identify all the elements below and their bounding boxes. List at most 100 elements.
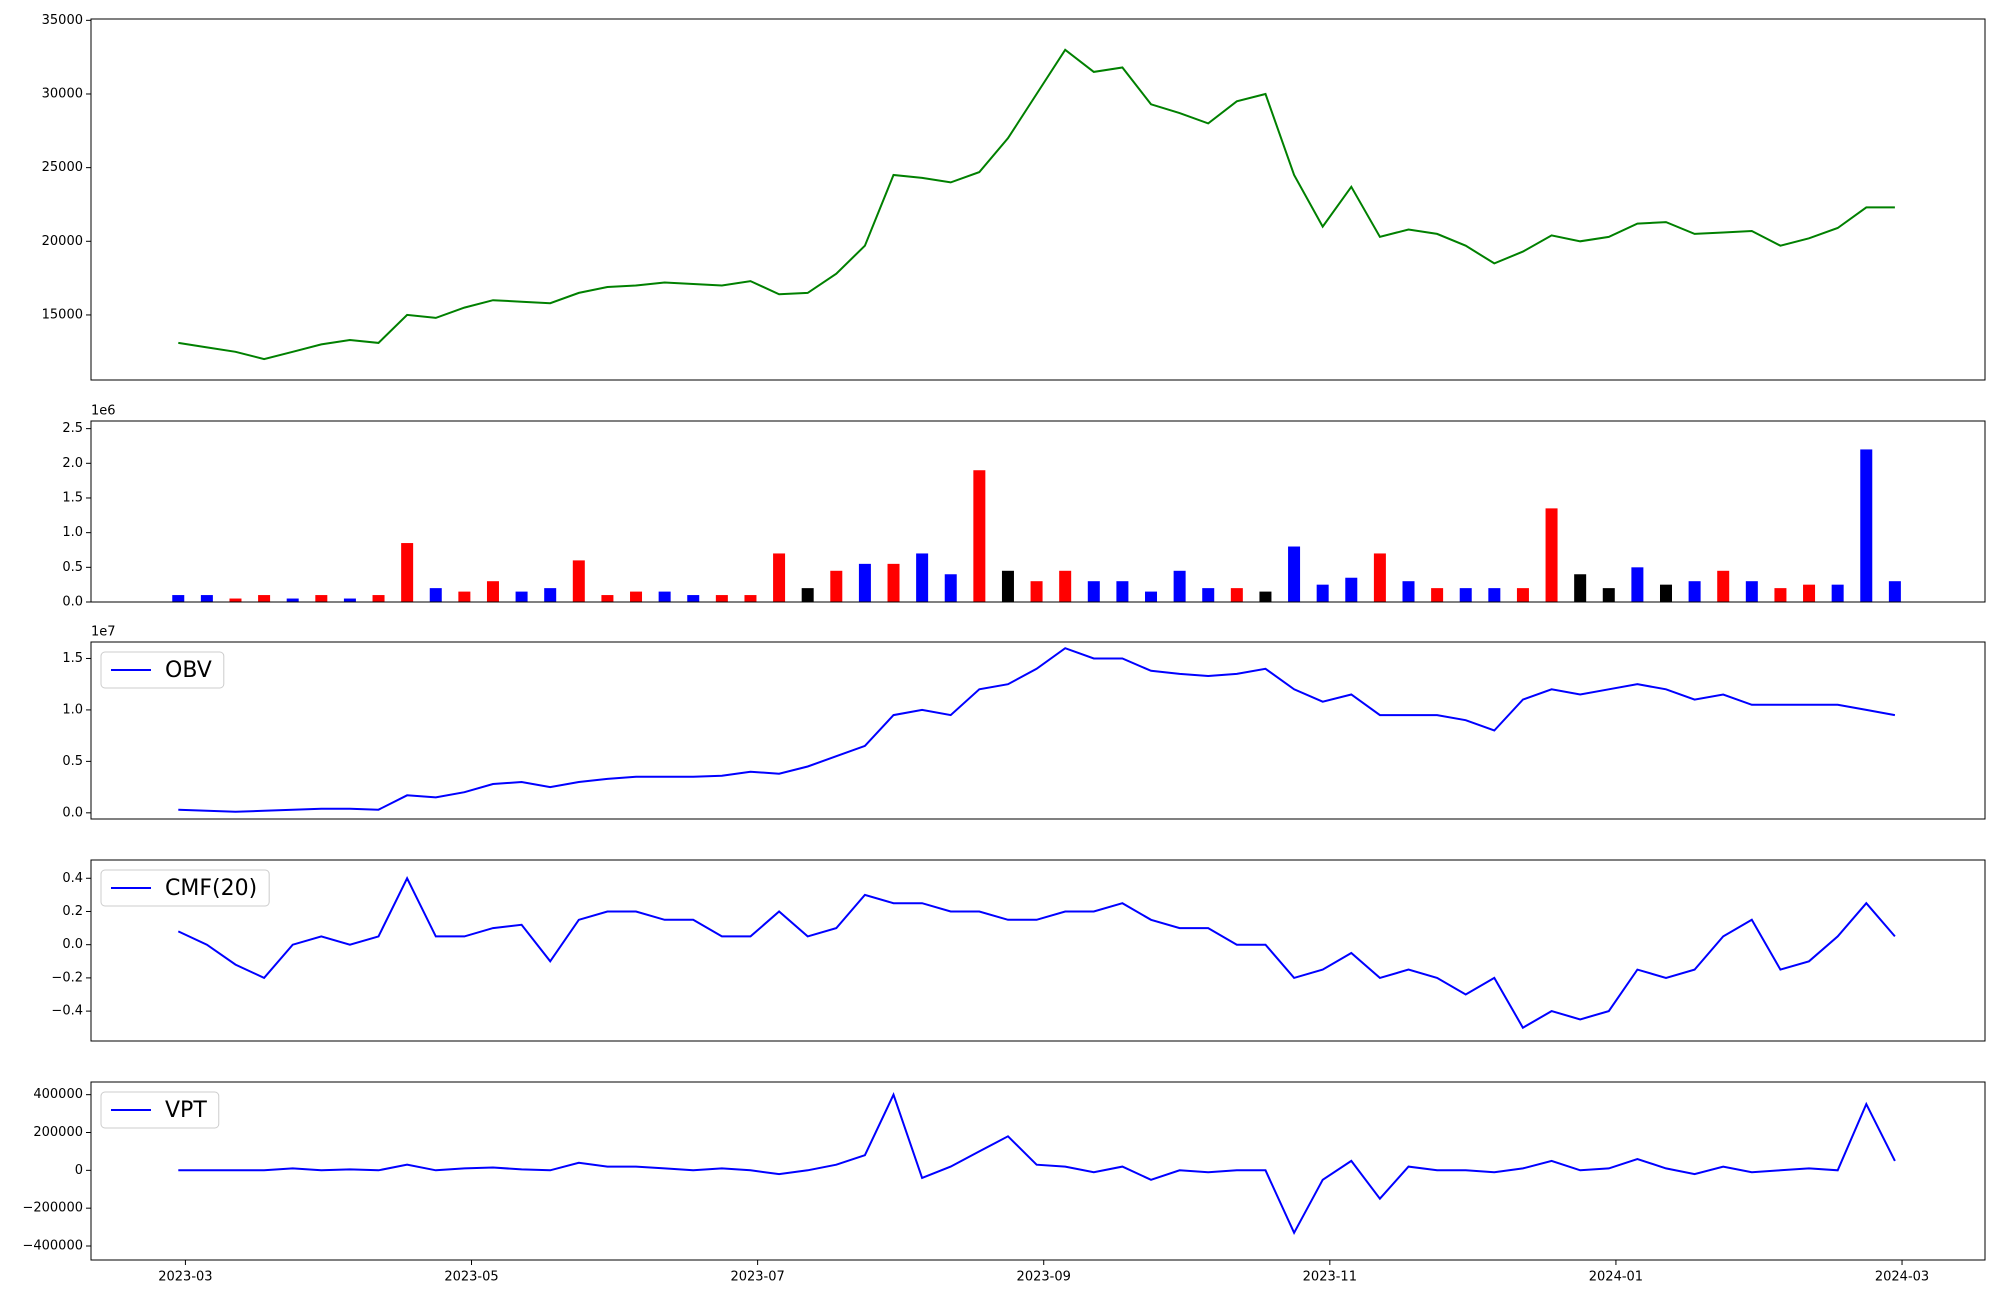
bar — [744, 595, 757, 602]
bar — [1831, 584, 1844, 602]
y-tick-label: 30000 — [42, 86, 83, 101]
bar — [830, 570, 843, 602]
axes-frame — [90, 1081, 1986, 1261]
bar — [1288, 546, 1301, 602]
y-tick-label: −0.2 — [51, 970, 83, 985]
bar — [1688, 581, 1701, 602]
y-tick-label: −400000 — [22, 1239, 83, 1254]
bar — [687, 595, 700, 602]
y-tick-label: 0.0 — [62, 937, 83, 952]
bar — [544, 588, 557, 602]
x-tick-label: 2024-01 — [1589, 1270, 1643, 1285]
bar — [1173, 570, 1186, 602]
bar — [1030, 581, 1043, 602]
y-tick-label: −200000 — [22, 1201, 83, 1216]
bar — [1230, 588, 1243, 602]
y-tick-label: 0.0 — [62, 595, 83, 610]
bar — [1717, 570, 1730, 602]
bar — [1516, 588, 1529, 602]
line — [178, 48, 1895, 361]
x-tick-label: 2023-03 — [158, 1270, 212, 1285]
legend-label: OBV — [165, 658, 212, 683]
axes-frame — [90, 641, 1986, 820]
bar — [429, 588, 442, 602]
bar — [1860, 449, 1873, 602]
x-tick-label: 2024-03 — [1875, 1270, 1929, 1285]
bar — [973, 470, 986, 602]
bar — [1145, 591, 1158, 602]
bar — [1431, 588, 1444, 602]
axes-frame — [90, 859, 1986, 1042]
x-tick-label: 2023-09 — [1017, 1270, 1071, 1285]
bar — [172, 595, 185, 602]
bar — [1373, 553, 1386, 602]
bar — [1545, 508, 1558, 602]
bar — [486, 581, 499, 602]
bar — [1602, 588, 1615, 602]
legend-label: CMF(20) — [165, 876, 257, 901]
bar — [458, 591, 471, 602]
bar — [1803, 584, 1816, 602]
y-tick-label: −0.4 — [51, 1004, 83, 1019]
bar — [658, 591, 671, 602]
x-tick-label: 2023-07 — [730, 1270, 784, 1285]
bar — [1345, 577, 1358, 602]
legend-box — [100, 869, 270, 907]
y-tick-label: 200000 — [33, 1125, 83, 1140]
line — [178, 1092, 1896, 1236]
bar — [715, 595, 728, 602]
line — [177, 876, 1896, 1030]
bar — [1402, 581, 1415, 602]
bar — [1316, 584, 1329, 602]
y-tick-label: 0.0 — [62, 805, 83, 820]
y-tick-label: 1.5 — [62, 490, 83, 505]
bar — [515, 591, 528, 602]
axes-frame — [90, 18, 1986, 381]
y-tick-label: 15000 — [42, 307, 83, 322]
bar — [1774, 588, 1787, 602]
bar — [773, 553, 786, 602]
y-tick-label: 0.5 — [62, 560, 83, 575]
y-tick-label: 0.2 — [62, 904, 83, 919]
bar — [1888, 581, 1901, 602]
y-tick-label: 0.5 — [62, 754, 83, 769]
bar — [1459, 588, 1472, 602]
bar — [286, 598, 299, 602]
bar — [200, 595, 213, 602]
offset-text: 1e7 — [91, 625, 116, 640]
y-tick-label: 1.5 — [62, 651, 83, 666]
bar — [1259, 591, 1272, 602]
y-tick-label: 20000 — [42, 234, 83, 249]
legend-label: VPT — [165, 1098, 207, 1123]
legend-box — [100, 651, 225, 689]
axes-frame — [90, 420, 1986, 603]
y-tick-label: 35000 — [42, 13, 83, 28]
offset-text: 1e6 — [91, 404, 116, 419]
line — [178, 647, 1896, 813]
bar — [258, 595, 271, 602]
bar — [1001, 570, 1014, 602]
y-tick-label: 0.4 — [62, 871, 83, 886]
bar — [229, 598, 242, 602]
bar — [1087, 581, 1100, 602]
y-tick-label: 1.0 — [62, 702, 83, 717]
bar — [944, 574, 957, 602]
bar — [858, 563, 871, 602]
y-tick-label: 400000 — [33, 1087, 83, 1102]
bar — [1574, 574, 1587, 602]
bar — [1631, 567, 1644, 602]
bar — [801, 588, 814, 602]
bar — [1059, 570, 1072, 602]
bar — [630, 591, 643, 602]
y-tick-label: 2.0 — [62, 456, 83, 471]
bar — [372, 595, 385, 602]
bar — [601, 595, 614, 602]
bar — [1659, 584, 1672, 602]
bar — [401, 543, 414, 602]
y-tick-label: 25000 — [42, 160, 83, 175]
y-tick-label: 2.5 — [62, 421, 83, 436]
bar — [1202, 588, 1215, 602]
y-tick-label: 0 — [75, 1163, 83, 1178]
x-tick-label: 2023-05 — [444, 1270, 498, 1285]
